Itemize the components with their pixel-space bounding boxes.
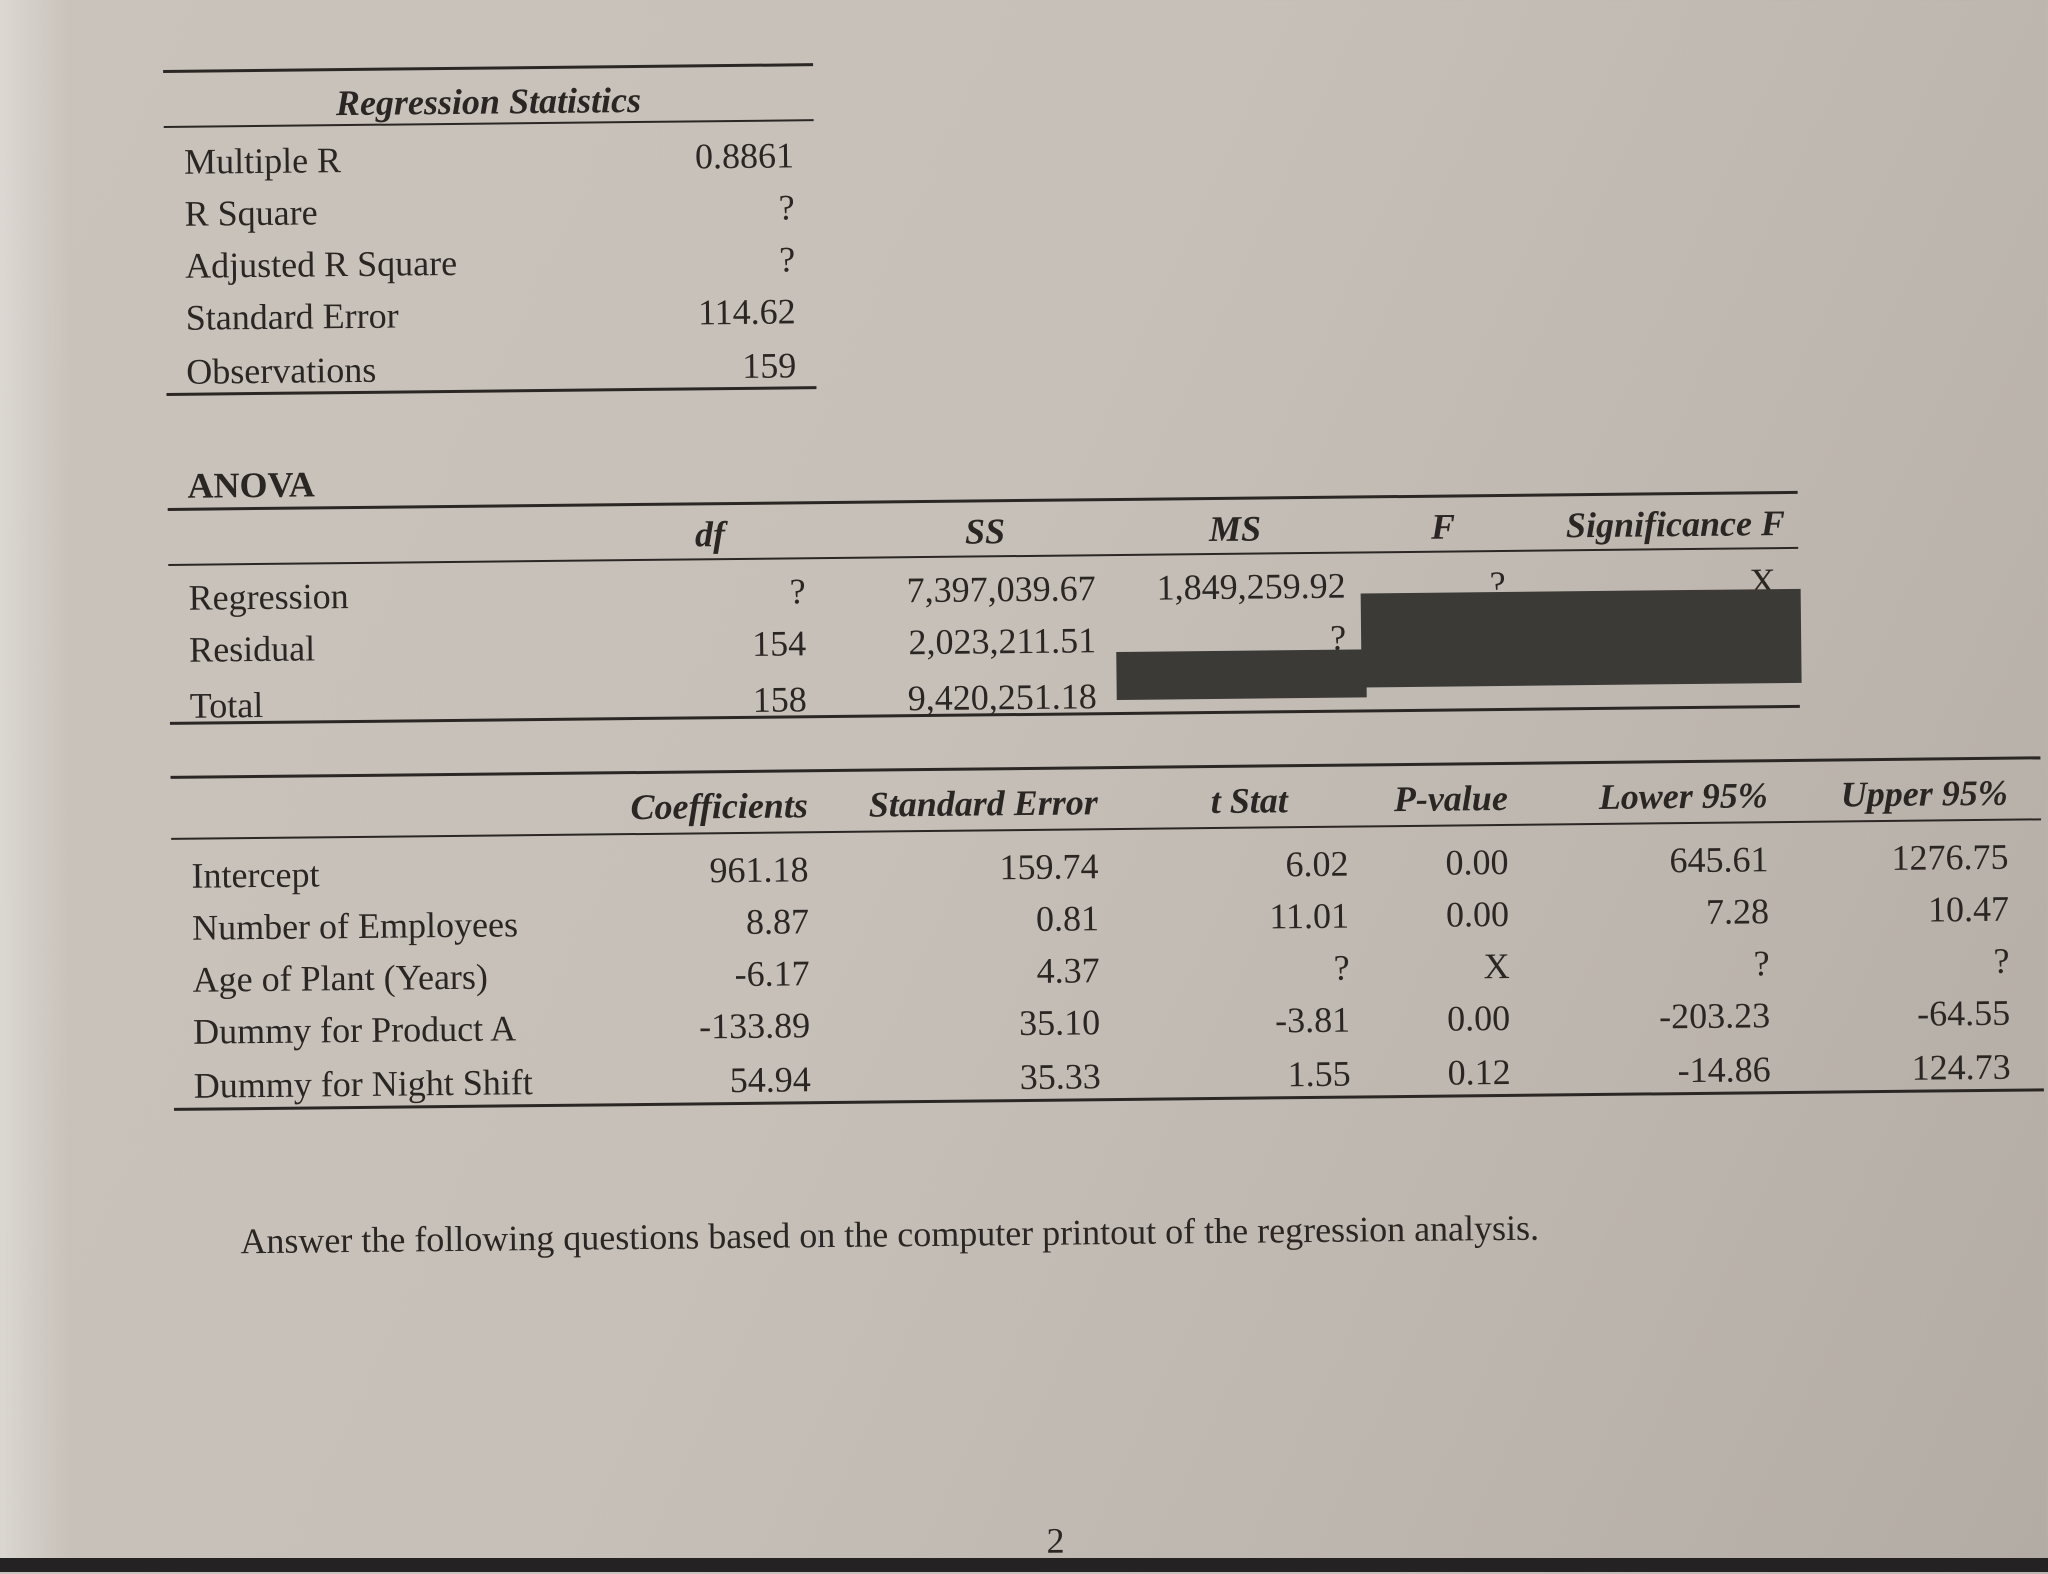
regstats-row-multiple-r: Multiple R 0.8861 (0, 0, 2047, 181)
anova-label: Total (189, 684, 264, 726)
coef-standard-error: 4.37 (1036, 950, 1100, 991)
anova-label: Regression (188, 576, 349, 618)
regstats-row-observations: Observations 159 (0, 0, 2047, 391)
anova-row-regression: Regression ? 7,397,039.67 1,849,259.92 ?… (0, 0, 2047, 618)
anova-row-total: Total 158 9,420,251.18 (0, 0, 2047, 725)
anova-header-ss: SS (964, 511, 1006, 552)
anova-ss: 7,397,039.67 (906, 568, 1096, 611)
page-shading (0, 0, 70, 1572)
coef-header-standard-error: Standard Error (868, 782, 1099, 825)
anova-redacted-block-upper (1360, 588, 1802, 688)
coef-p-value: 0.12 (1447, 1051, 1511, 1093)
coef-header-rule (171, 818, 2042, 840)
coef-t-stat: 1.55 (1287, 1053, 1351, 1095)
coef-row-number-of-employees: Number of Employees 8.87 0.81 11.01 0.00… (0, 0, 2047, 948)
coef-header-p-value: P-value (1393, 777, 1509, 820)
coef-value: 8.87 (745, 901, 810, 942)
coef-lower-95: 645.61 (1669, 839, 1769, 881)
regstats-value: ? (778, 239, 796, 280)
anova-header-f: F (1430, 506, 1456, 547)
coef-t-stat: 6.02 (1285, 843, 1349, 885)
anova-title: ANOVA (187, 464, 316, 506)
coef-upper-95: 10.47 (1927, 888, 2010, 930)
regstats-label: Observations (186, 349, 377, 392)
anova-row-residual: Residual 154 2,023,211.51 ? (0, 0, 2047, 670)
regstats-value: ? (778, 187, 795, 228)
coef-upper-95: 124.73 (1911, 1046, 2011, 1088)
anova-label: Residual (188, 628, 316, 670)
coef-row-intercept: Intercept 961.18 159.74 6.02 0.00 645.61… (0, 0, 2047, 896)
regstats-value: 0.8861 (694, 135, 795, 177)
anova-ss: 2,023,211.51 (908, 620, 1097, 663)
coef-header-t-stat: t Stat (1210, 780, 1289, 822)
coef-lower-95: ? (1753, 943, 1770, 984)
coef-upper-95: ? (1993, 940, 2010, 981)
regstats-label: Standard Error (185, 295, 399, 338)
anova-df: 154 (751, 623, 807, 664)
coef-t-stat: 11.01 (1269, 895, 1350, 937)
coef-row-age-of-plant: Age of Plant (Years) -6.17 4.37 ? X ? ? (0, 0, 2047, 1000)
coef-lower-95: -14.86 (1677, 1049, 1771, 1091)
regstats-row-r-square: R Square ? (0, 0, 2047, 233)
coef-label: Intercept (191, 854, 320, 896)
coef-p-value: X (1483, 945, 1510, 987)
page-number: 2 (1046, 1520, 1065, 1561)
coef-upper-95: 1276.75 (1891, 836, 2009, 878)
regstats-value: 114.62 (697, 291, 796, 333)
coef-header-upper-95: Upper 95% (1840, 772, 2008, 815)
coef-label: Number of Employees (191, 904, 519, 948)
coef-standard-error: 35.33 (1019, 1056, 1101, 1098)
coef-value: -6.17 (734, 953, 810, 995)
regstats-row-adjusted-r-square: Adjusted R Square ? (0, 0, 2047, 285)
coef-standard-error: 159.74 (999, 846, 1099, 888)
coef-header-coefficients: Coefficients (630, 785, 809, 828)
regstats-value: 159 (742, 345, 797, 386)
anova-ms: 1,849,259.92 (1156, 565, 1346, 608)
instruction-text: Answer the following questions based on … (240, 1207, 1540, 1262)
coef-row-dummy-product-a: Dummy for Product A -133.89 35.10 -3.81 … (0, 0, 2047, 1052)
regstats-label: Adjusted R Square (184, 242, 458, 286)
anova-df: ? (789, 571, 806, 612)
regstats-row-standard-error: Standard Error 114.62 (0, 0, 2047, 337)
anova-header-significance-f: Significance F (1565, 503, 1786, 546)
coef-standard-error: 0.81 (1035, 898, 1100, 939)
regstats-top-rule (163, 63, 814, 73)
coef-lower-95: 7.28 (1705, 891, 1770, 932)
coef-label: Age of Plant (Years) (192, 956, 489, 1000)
coef-label: Dummy for Night Shift (193, 1062, 533, 1106)
coef-header-lower-95: Lower 95% (1598, 775, 1768, 817)
coef-t-stat: -3.81 (1274, 999, 1351, 1041)
page-edge-shadow (0, 1558, 2048, 1572)
coef-standard-error: 35.10 (1018, 1002, 1101, 1044)
anova-header-ms: MS (1208, 508, 1262, 550)
coef-label: Dummy for Product A (192, 1008, 517, 1052)
coef-t-stat: ? (1333, 947, 1350, 988)
regstats-heading: Regression Statistics (335, 79, 642, 124)
coef-row-dummy-night-shift: Dummy for Night Shift 54.94 35.33 1.55 0… (0, 0, 2047, 1106)
regstats-label: Multiple R (183, 140, 342, 182)
coef-value: 961.18 (709, 849, 809, 891)
anova-redacted-block-lower (1116, 649, 1367, 701)
coef-p-value: 0.00 (1445, 893, 1510, 935)
coef-value: -133.89 (698, 1005, 811, 1047)
regstats-label: R Square (184, 192, 318, 234)
coef-lower-95: -203.23 (1658, 995, 1771, 1037)
coef-upper-95: -64.55 (1916, 992, 2011, 1034)
coef-p-value: 0.00 (1445, 841, 1509, 883)
anova-header-df: df (694, 514, 726, 555)
coef-value: 54.94 (729, 1059, 811, 1101)
coef-p-value: 0.00 (1446, 997, 1511, 1039)
